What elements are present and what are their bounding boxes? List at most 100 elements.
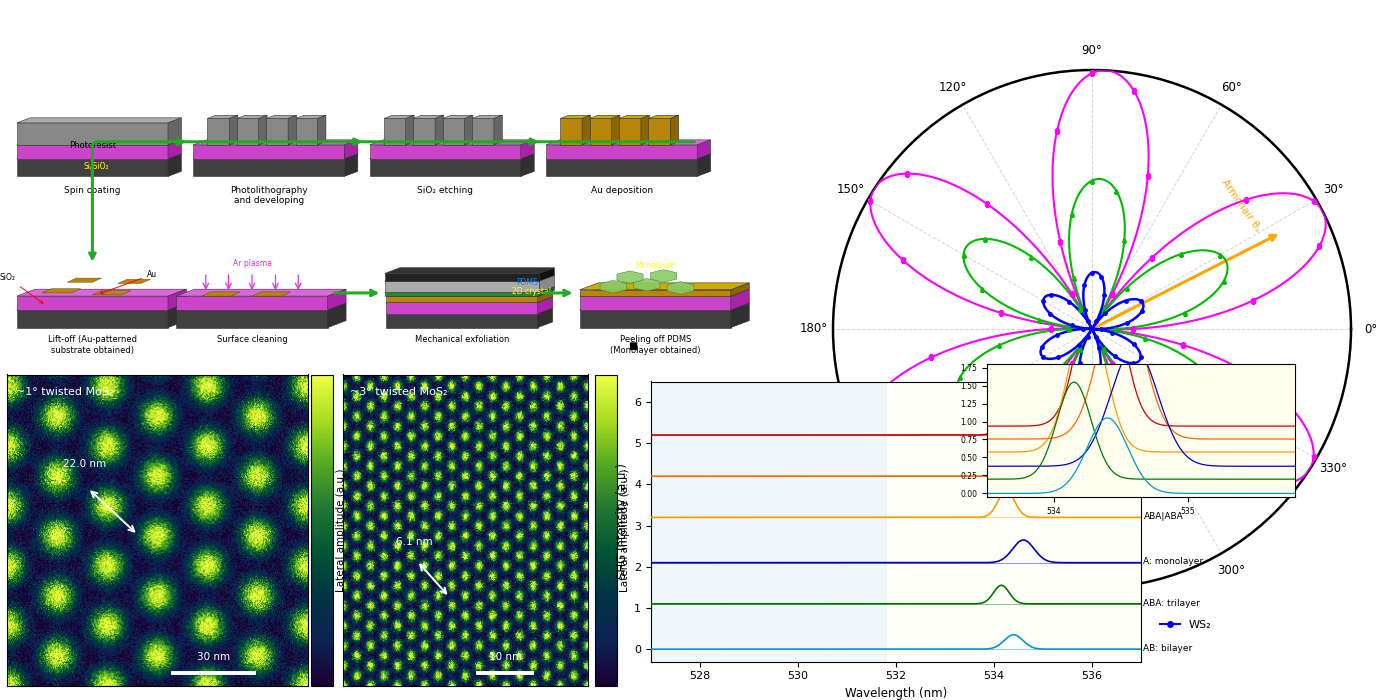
Polygon shape [176,289,346,296]
Polygon shape [230,116,238,145]
Text: A: monolayer: A: monolayer [1144,557,1204,566]
Polygon shape [17,303,186,310]
Polygon shape [612,116,620,145]
Y-axis label: Lateral amplitude (a.u.): Lateral amplitude (a.u.) [620,468,630,592]
Polygon shape [546,154,711,159]
Polygon shape [17,140,182,145]
Text: Surface cleaning: Surface cleaning [217,335,287,344]
Polygon shape [472,118,494,145]
Polygon shape [560,118,582,145]
Polygon shape [67,278,102,282]
Polygon shape [17,310,168,328]
Polygon shape [386,297,553,302]
Polygon shape [386,290,553,296]
Polygon shape [539,267,554,281]
Polygon shape [370,140,535,145]
Polygon shape [384,116,414,118]
Polygon shape [288,116,297,145]
Bar [759,364,1400,497]
Polygon shape [580,296,731,310]
Text: ■: ■ [629,342,637,351]
Polygon shape [406,116,414,145]
Polygon shape [168,303,186,328]
Polygon shape [318,116,326,145]
Polygon shape [237,116,267,118]
Polygon shape [92,290,132,295]
Bar [651,382,886,662]
Polygon shape [668,281,693,294]
Polygon shape [731,289,749,310]
Polygon shape [176,296,328,310]
Legend: WS₂/WSe₂, WSe₂, WS₂: WS₂/WSe₂, WSe₂, WS₂ [967,615,1217,634]
Y-axis label: Lateral amplitude (a.u.): Lateral amplitude (a.u.) [336,468,346,592]
Polygon shape [17,122,168,145]
Text: ABA|ABA: ABA|ABA [1144,512,1183,521]
Polygon shape [344,140,358,159]
Text: Monolayer: Monolayer [636,261,675,270]
Text: AB|BA: AB|BA [1144,430,1170,439]
Polygon shape [328,303,346,328]
Polygon shape [731,303,749,328]
Polygon shape [168,140,182,159]
Polygon shape [413,116,444,118]
Polygon shape [385,274,539,281]
Polygon shape [521,140,535,159]
Text: Au: Au [101,270,157,294]
Text: Armchair θₐ: Armchair θₐ [1219,178,1263,234]
Polygon shape [193,140,358,145]
Polygon shape [328,289,346,310]
Polygon shape [385,281,539,293]
Polygon shape [472,116,503,118]
Text: SiO₂: SiO₂ [0,274,43,303]
Polygon shape [207,116,238,118]
Polygon shape [17,118,182,122]
Polygon shape [546,145,697,159]
Polygon shape [538,290,553,302]
Polygon shape [648,116,679,118]
Polygon shape [539,275,554,293]
Polygon shape [582,116,591,145]
Polygon shape [435,116,444,145]
Text: Photoresist: Photoresist [69,141,116,150]
Polygon shape [168,154,182,176]
Text: Peeling off PDMS
(Monolayer obtained): Peeling off PDMS (Monolayer obtained) [610,335,700,355]
Polygon shape [442,118,465,145]
Text: PDMS: PDMS [517,278,539,287]
Polygon shape [118,279,150,284]
Polygon shape [193,159,344,176]
Text: Ar plasma: Ar plasma [232,259,272,268]
Polygon shape [539,287,554,296]
Text: Mechanical exfoliation: Mechanical exfoliation [414,335,510,344]
Text: AB: bilayer: AB: bilayer [1144,644,1193,653]
Polygon shape [370,145,521,159]
Text: 2D crystal: 2D crystal [512,287,552,296]
Polygon shape [295,116,326,118]
Polygon shape [386,296,538,302]
Polygon shape [617,271,643,284]
Polygon shape [731,283,749,296]
Polygon shape [202,292,241,296]
Text: 10 nm: 10 nm [489,652,522,662]
Polygon shape [560,116,591,118]
Polygon shape [266,116,297,118]
Text: ABA: trilayer: ABA: trilayer [1144,598,1200,608]
Polygon shape [237,118,259,145]
Polygon shape [589,116,620,118]
Polygon shape [168,289,186,310]
Text: Au deposition: Au deposition [591,186,652,195]
Polygon shape [176,303,346,310]
Polygon shape [580,283,749,290]
Polygon shape [259,116,267,145]
Polygon shape [344,154,358,176]
Polygon shape [17,145,168,159]
Polygon shape [619,118,641,145]
Polygon shape [580,310,731,328]
Text: SiO₂ etching: SiO₂ etching [417,186,473,195]
Polygon shape [601,281,626,293]
Polygon shape [521,154,535,176]
Polygon shape [413,118,435,145]
Bar [886,382,1141,662]
Polygon shape [384,118,406,145]
Polygon shape [193,145,344,159]
Polygon shape [538,297,553,314]
